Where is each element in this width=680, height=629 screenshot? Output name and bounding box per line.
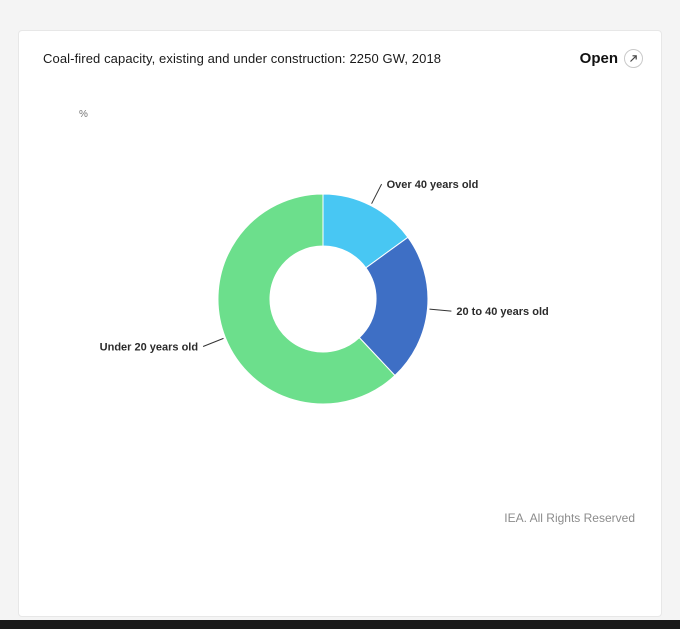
chart-title: Coal-fired capacity, existing and under … — [43, 51, 442, 66]
external-link-icon — [624, 49, 643, 68]
pie-slice-label-0: Over 40 years old — [387, 179, 479, 191]
card-header: Coal-fired capacity, existing and under … — [43, 49, 643, 68]
open-button-label: Open — [579, 50, 618, 67]
open-button[interactable]: Open — [580, 49, 643, 68]
pie-slice-label-1: 20 to 40 years old — [456, 306, 548, 318]
chart-card: Coal-fired capacity, existing and under … — [18, 30, 662, 617]
pie-slice-1[interactable] — [358, 236, 429, 377]
label-connector-0 — [371, 183, 383, 204]
label-connector-1 — [429, 308, 452, 312]
pie-slice-label-2: Under 20 years old — [100, 342, 198, 354]
copyright-credit: IEA. All Rights Reserved — [504, 511, 635, 525]
donut-chart: Over 40 years old 20 to 40 years old Under… — [100, 179, 549, 405]
label-connector-2 — [202, 337, 224, 347]
y-axis-unit-label: % — [79, 109, 88, 120]
bottom-window-edge — [0, 620, 680, 629]
pie-slice-2[interactable] — [217, 193, 396, 405]
